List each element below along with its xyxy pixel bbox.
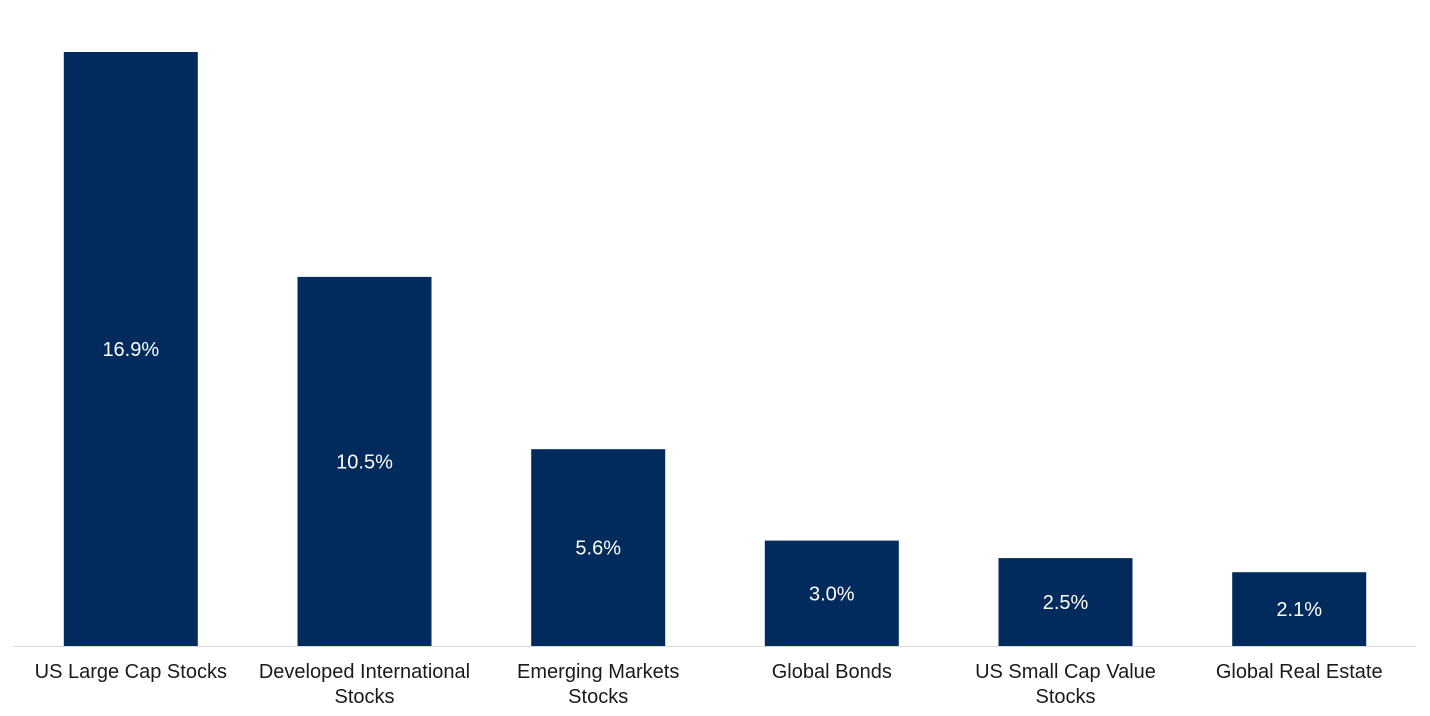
category-label-5-line-0: Global Real Estate bbox=[1216, 661, 1383, 683]
category-label-4-line-1: Stocks bbox=[1035, 686, 1095, 708]
category-label-1-line-0: Developed International bbox=[259, 661, 470, 683]
bars-group bbox=[63, 52, 1367, 646]
data-label-2: 5.6% bbox=[575, 538, 621, 560]
data-label-4: 2.5% bbox=[1043, 592, 1089, 614]
category-label-0-line-0: US Large Cap Stocks bbox=[35, 661, 227, 683]
bar-0 bbox=[63, 52, 198, 646]
category-label-4-line-0: US Small Cap Value bbox=[975, 661, 1156, 683]
category-label-2-line-1: Stocks bbox=[568, 686, 628, 708]
data-label-0: 16.9% bbox=[102, 339, 159, 361]
category-label-1-line-1: Stocks bbox=[334, 686, 394, 708]
category-labels-group: US Large Cap Stocks Developed Internation… bbox=[35, 661, 1383, 708]
data-label-3: 3.0% bbox=[809, 583, 855, 605]
bar-1 bbox=[297, 276, 432, 646]
bar-4 bbox=[998, 558, 1133, 646]
data-label-5: 2.1% bbox=[1276, 599, 1322, 621]
category-label-2-line-0: Emerging Markets bbox=[517, 661, 679, 683]
data-label-1: 10.5% bbox=[336, 452, 393, 474]
bar-2 bbox=[531, 449, 666, 646]
bar-5 bbox=[1232, 572, 1367, 646]
category-label-3-line-0: Global Bonds bbox=[772, 661, 892, 683]
bar-3 bbox=[764, 540, 899, 646]
data-labels-group: 16.9% 10.5% 5.6% 3.0% 2.5% 2.1% bbox=[102, 339, 1322, 621]
